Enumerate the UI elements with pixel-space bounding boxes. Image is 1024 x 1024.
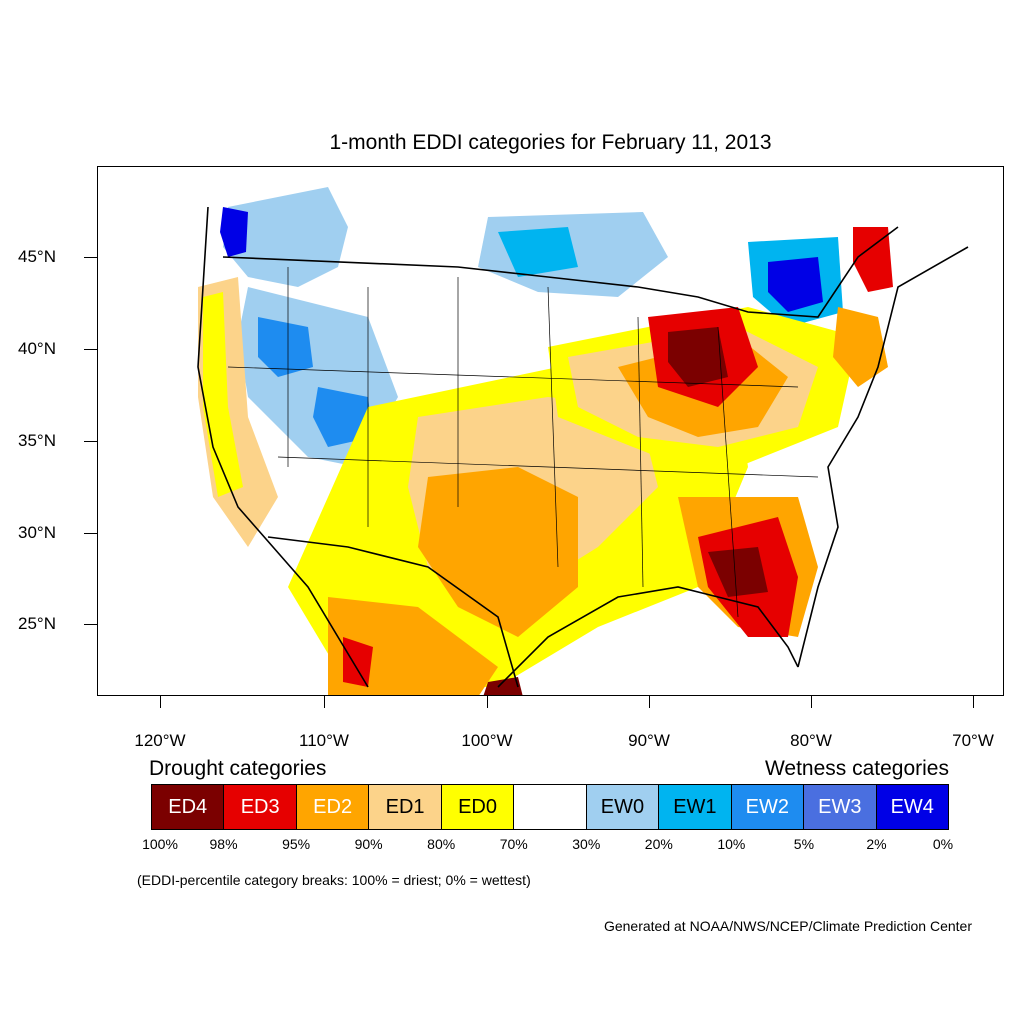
percent-break-label: 80% xyxy=(427,836,456,852)
legend-box-ed0: ED0 xyxy=(441,785,515,829)
map-panel xyxy=(97,166,1004,696)
dry-patch-maine-ed3 xyxy=(853,227,893,292)
dry-patch-michigan-ed4 xyxy=(668,327,728,387)
credit-line: Generated at NOAA/NWS/NCEP/Climate Predi… xyxy=(603,918,972,934)
percent-break-label: 90% xyxy=(354,836,383,852)
dry-patch-georgia-ed4 xyxy=(708,547,768,597)
map-title: 1-month EDDI categories for February 11,… xyxy=(329,131,772,154)
percent-break-label: 2% xyxy=(866,836,887,852)
lat-tick xyxy=(84,441,97,442)
lat-label-30: 30°N xyxy=(18,523,56,542)
lon-tick xyxy=(324,696,325,708)
east-coast xyxy=(797,246,969,668)
percent-break-label: 0% xyxy=(932,836,954,852)
percent-break-label: 20% xyxy=(644,836,673,852)
legend-box-ed1: ED1 xyxy=(369,785,442,829)
category-patches xyxy=(198,187,893,695)
wet-patch-northwest xyxy=(223,187,348,287)
category-note: (EDDI-percentile category breaks: 100% =… xyxy=(137,872,531,888)
lon-label-90: 90°W xyxy=(628,731,670,750)
dry-patch-new-england-ed2 xyxy=(833,307,888,387)
legend-box-ew1: EW1 xyxy=(659,785,732,829)
gulf-coast xyxy=(497,586,799,688)
boundaries xyxy=(197,206,969,688)
lat-label-45: 45°N xyxy=(18,247,56,266)
percent-break-label: 30% xyxy=(572,836,601,852)
legend-box-ed3: ED3 xyxy=(224,785,297,829)
legend-box-ew2: EW2 xyxy=(731,785,805,829)
lon-tick xyxy=(811,696,812,708)
percent-break-label: 100% xyxy=(142,836,178,852)
lat-tick xyxy=(84,257,97,258)
percent-break-label: 70% xyxy=(499,836,528,852)
lon-label-80: 80°W xyxy=(790,731,832,750)
us-canada-border xyxy=(222,226,899,318)
lat-label-35: 35°N xyxy=(18,431,56,450)
dry-patch-mexico-ed3 xyxy=(343,637,373,687)
wet-patch-washington-ew4 xyxy=(220,207,248,257)
lon-tick xyxy=(973,696,974,708)
lat-tick xyxy=(84,349,97,350)
lat-tick xyxy=(84,624,97,625)
us-mexico-border xyxy=(267,536,519,688)
wet-patch-north-central-ew1 xyxy=(498,227,578,277)
percent-break-label: 10% xyxy=(717,836,746,852)
lon-label-100: 100°W xyxy=(461,731,513,750)
dry-patch-texas-ed3 xyxy=(483,677,523,695)
legend-box-ed4: ED4 xyxy=(152,785,225,829)
percent-break-label: 95% xyxy=(282,836,311,852)
state-lines xyxy=(227,267,819,618)
lon-tick xyxy=(649,696,650,708)
lon-tick xyxy=(160,696,161,708)
lat-label-40: 40°N xyxy=(18,339,56,358)
dry-patch-plains-ed2 xyxy=(418,467,578,637)
percent-break-label: 5% xyxy=(793,836,815,852)
category-legend: ED4 ED3 ED2 ED1 ED0 EW0 EW1 EW2 EW3 EW4 xyxy=(151,784,949,830)
lat-label-25: 25°N xyxy=(18,614,56,633)
us-west-coast xyxy=(197,206,369,688)
wet-patch-utah-ew2 xyxy=(258,317,313,377)
wetness-heading: Wetness categories xyxy=(764,757,949,780)
percent-break-label: 98% xyxy=(209,836,238,852)
lat-tick xyxy=(84,533,97,534)
legend-box-ew0: EW0 xyxy=(586,785,660,829)
wet-patch-northeast-ew4 xyxy=(768,257,823,312)
legend-box-ew3: EW3 xyxy=(804,785,877,829)
legend-box-ed2: ED2 xyxy=(296,785,370,829)
lon-label-70: 70°W xyxy=(952,731,994,750)
drought-heading: Drought categories xyxy=(149,757,327,780)
lon-label-110: 110°W xyxy=(299,731,349,750)
dry-patch-mexico-ed2 xyxy=(328,597,498,695)
lon-tick xyxy=(487,696,488,708)
eddi-map xyxy=(197,187,969,695)
legend-box-neutral xyxy=(514,785,587,829)
legend-box-ew4: EW4 xyxy=(876,785,948,829)
lon-label-120: 120°W xyxy=(134,731,186,750)
